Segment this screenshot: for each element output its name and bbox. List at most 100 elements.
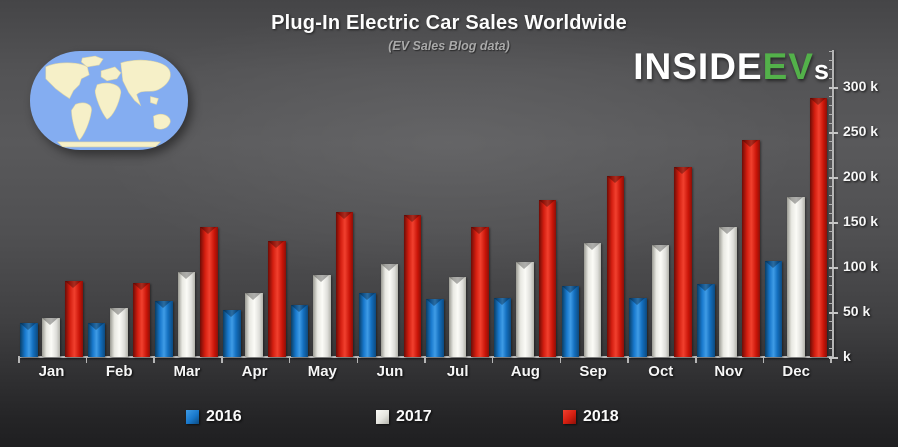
y-axis-minor-tick	[829, 276, 833, 277]
logo-text-s: s	[813, 55, 830, 85]
x-axis-group-tick	[695, 358, 697, 363]
y-axis-minor-tick	[829, 249, 833, 250]
y-axis-major-tick	[829, 222, 838, 224]
x-axis-group-tick	[18, 358, 20, 363]
map-land-antarctica	[56, 141, 162, 148]
bar-2016-aug	[493, 297, 512, 357]
bar-2016-jul	[426, 299, 444, 357]
x-axis-group-tick	[221, 358, 223, 363]
logo-text-ev: EV	[762, 46, 814, 87]
y-axis-minor-tick	[829, 330, 833, 331]
y-label-250k: 250 k	[843, 123, 879, 139]
x-label-mar: Mar	[173, 363, 201, 380]
legend-item-2016: 2016	[186, 408, 242, 426]
x-label-may: May	[307, 363, 337, 380]
x-axis-group-tick	[424, 358, 426, 363]
bar-2016-mar	[155, 301, 173, 357]
bar-2018-may	[335, 212, 354, 357]
y-axis-minor-tick	[829, 240, 833, 241]
y-label-100k: 100 k	[843, 258, 879, 274]
world-map	[30, 51, 188, 150]
x-axis-group-tick	[559, 358, 562, 363]
x-label-jun: Jun	[376, 363, 404, 380]
x-label-nov: Nov	[714, 363, 743, 380]
map-land-southeast-asia	[150, 96, 159, 105]
map-land-south-america	[71, 102, 92, 141]
bar-2018-apr	[268, 240, 286, 357]
y-axis-minor-tick	[829, 69, 833, 70]
y-axis-minor-tick	[829, 231, 833, 232]
y-label-0k: k	[843, 348, 851, 364]
bar-2018-jun	[403, 214, 421, 357]
world-map-graphic	[45, 55, 171, 148]
bar-2016-apr	[223, 310, 241, 357]
legend-label-2017: 2017	[396, 408, 432, 425]
bar-2016-may	[290, 304, 309, 357]
bar-2017-may	[313, 275, 331, 357]
y-axis-minor-tick	[829, 294, 833, 295]
bar-2018-jul	[471, 226, 489, 357]
y-axis-major-tick	[829, 312, 838, 314]
x-axis-line	[18, 356, 834, 358]
y-axis-major-tick	[829, 267, 838, 269]
legend-label-2016: 2016	[206, 408, 242, 425]
x-label-jan: Jan	[38, 363, 65, 380]
y-axis-major-tick	[829, 87, 838, 89]
bar-2016-nov	[697, 284, 715, 357]
bar-2018-oct	[674, 167, 692, 357]
legend-swatch-2018	[563, 410, 576, 424]
bar-2016-dec	[764, 260, 783, 357]
y-axis-minor-tick	[829, 60, 833, 61]
chart-subtitle: (EV Sales Blog data)	[388, 39, 510, 53]
bar-2017-jul	[448, 276, 466, 357]
x-label-aug: Aug	[510, 363, 540, 380]
y-axis-minor-tick	[829, 348, 833, 349]
bar-2018-sep	[606, 176, 625, 357]
y-axis-minor-tick	[829, 168, 833, 169]
bar-2016-jan	[20, 322, 38, 357]
bar-2017-apr	[245, 293, 263, 357]
y-axis-minor-tick	[829, 105, 833, 106]
x-axis-group-tick	[627, 358, 629, 363]
x-label-jul: Jul	[446, 363, 469, 380]
bar-2018-aug	[538, 199, 557, 357]
bar-2016-feb	[87, 322, 106, 357]
x-label-feb: Feb	[105, 363, 133, 380]
y-axis-minor-tick	[829, 303, 833, 304]
chart-title: Plug-In Electric Car Sales Worldwide	[271, 12, 627, 34]
y-axis-minor-tick	[829, 96, 833, 97]
y-axis-minor-tick	[829, 159, 833, 160]
y-axis-minor-tick	[829, 114, 833, 115]
bar-2017-dec	[787, 196, 805, 357]
insideevs-logo: INSIDEEVs	[633, 48, 830, 85]
x-label-dec: Dec	[782, 363, 810, 380]
map-land-asia	[120, 59, 171, 107]
bar-2017-mar	[177, 272, 196, 357]
x-label-apr: Apr	[241, 363, 268, 380]
x-axis-group-tick	[288, 358, 291, 363]
y-axis-minor-tick	[829, 213, 833, 214]
map-land-africa	[94, 82, 122, 120]
y-label-150k: 150 k	[843, 213, 879, 229]
y-axis-minor-tick	[829, 321, 833, 322]
map-land-australia	[153, 114, 171, 130]
x-label-sep: Sep	[579, 363, 607, 380]
legend-swatch-2016	[186, 410, 199, 424]
y-axis-minor-tick	[829, 186, 833, 187]
x-label-oct: Oct	[648, 363, 674, 380]
y-axis-line	[832, 50, 834, 358]
bar-2017-aug	[516, 261, 534, 357]
map-land-greenland	[81, 55, 104, 68]
bar-2018-feb	[132, 283, 151, 357]
bar-2018-dec	[809, 97, 828, 357]
legend-item-2017: 2017	[376, 408, 432, 426]
y-axis-major-tick	[829, 132, 838, 134]
y-axis-minor-tick	[829, 285, 833, 286]
x-axis-group-tick	[762, 358, 765, 363]
y-axis-major-tick	[829, 177, 838, 179]
logo-text-inside: INSIDE	[633, 46, 763, 87]
x-axis-group-tick	[85, 358, 88, 363]
y-axis-minor-tick	[829, 51, 833, 52]
legend-swatch-2017	[376, 410, 389, 424]
